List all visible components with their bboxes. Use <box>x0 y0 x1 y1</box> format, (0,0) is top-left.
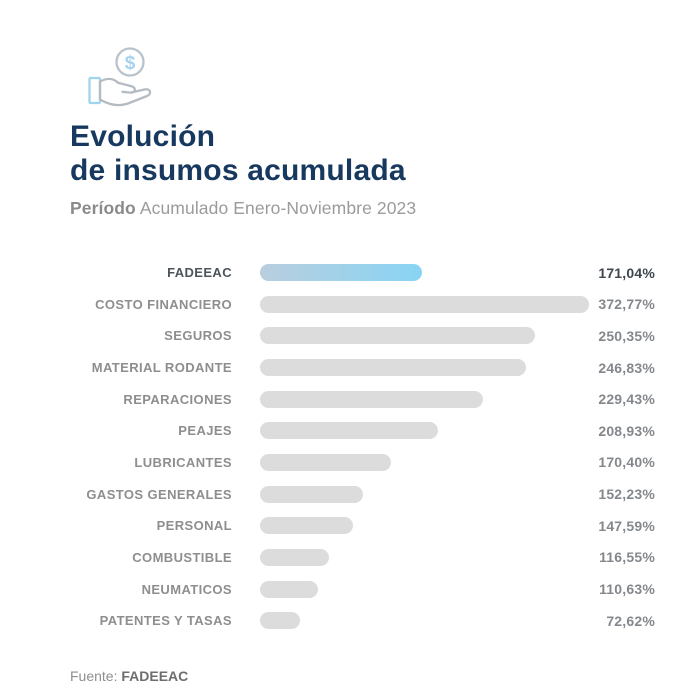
bar-label: GASTOS GENERALES <box>86 486 232 502</box>
bar-label: PATENTES Y TASAS <box>99 613 232 629</box>
period-subtitle: Período Acumulado Enero-Noviembre 2023 <box>70 198 630 219</box>
bar <box>260 580 318 598</box>
chart-row: REPARACIONES 229,43% <box>70 383 655 415</box>
bar-track <box>260 359 590 377</box>
bar <box>260 453 391 471</box>
bar-value: 372,77% <box>598 296 655 313</box>
dollar-coin-circle <box>115 47 145 77</box>
bar <box>260 264 422 282</box>
bar-label: MATERIAL RODANTE <box>91 360 232 376</box>
bar-label: FADEEAC <box>167 265 232 281</box>
bar-value: 116,55% <box>599 549 655 566</box>
bar <box>260 295 589 313</box>
bar <box>260 390 483 408</box>
page-title: Evolución de insumos acumulada <box>70 120 630 188</box>
bar <box>260 517 353 535</box>
title-line-2: de insumos acumulada <box>70 153 406 187</box>
chart-row: PEAJES 208,93% <box>70 415 655 447</box>
source-footer: Fuente: FADEEAC <box>70 668 188 684</box>
bar-value: 147,59% <box>598 517 655 534</box>
chart-row: FADEEAC 171,04% <box>70 257 655 289</box>
chart-row: GASTOS GENERALES 152,23% <box>70 478 655 510</box>
sleeve-cuff <box>88 76 102 105</box>
bar-label: COMBUSTIBLE <box>132 549 232 565</box>
bar <box>260 548 329 566</box>
bar-value: 72,62% <box>606 612 655 629</box>
bar-label: NEUMATICOS <box>141 581 232 597</box>
period-value: Acumulado Enero-Noviembre 2023 <box>135 197 417 218</box>
bar-track <box>260 580 590 598</box>
bar-label: COSTO FINANCIERO <box>95 296 232 312</box>
bar-value: 152,23% <box>598 486 655 503</box>
chart-row: NEUMATICOS 110,63% <box>70 573 655 605</box>
chart-row: PATENTES Y TASAS 72,62% <box>70 605 655 637</box>
bar-value: 250,35% <box>598 327 655 344</box>
chart-row: SEGUROS 250,35% <box>70 320 655 352</box>
chart-row: LUBRICANTES 170,40% <box>70 447 655 479</box>
title-line-1: Evolución <box>70 120 216 153</box>
bar-track <box>260 612 590 630</box>
bar-track <box>260 422 590 440</box>
bar-value: 229,43% <box>598 391 655 408</box>
source-name: FADEEAC <box>121 668 189 684</box>
bar <box>260 485 363 503</box>
bar-value: 170,40% <box>598 454 655 471</box>
bar <box>260 612 300 630</box>
chart-row: PERSONAL 147,59% <box>70 510 655 542</box>
bar-value: 246,83% <box>598 359 655 376</box>
bar-label: REPARACIONES <box>123 391 232 407</box>
hand-holding-dollar-coin-icon: $ <box>86 46 156 112</box>
chart-row: COMBUSTIBLE 116,55% <box>70 542 655 574</box>
bar-chart: FADEEAC 171,04% COSTO FINANCIERO 372,77%… <box>70 257 655 637</box>
bar-value: 208,93% <box>598 422 655 439</box>
bar-track <box>260 517 590 535</box>
bar-label: PERSONAL <box>156 518 232 534</box>
period-label: Período <box>70 197 136 218</box>
chart-row: MATERIAL RODANTE 246,83% <box>70 352 655 384</box>
chart-row: COSTO FINANCIERO 372,77% <box>70 288 655 320</box>
bar-track <box>260 453 590 471</box>
bar-label: SEGUROS <box>164 328 232 344</box>
bar-track <box>260 485 590 503</box>
bar-track <box>260 327 590 345</box>
open-hand <box>98 77 152 107</box>
bar-label: LUBRICANTES <box>134 454 232 470</box>
dollar-sign: $ <box>125 53 136 74</box>
bar-track <box>260 548 590 566</box>
bar-track <box>260 390 590 408</box>
header: $ Evolución de insumos acumulada Período … <box>0 0 700 219</box>
bar <box>260 422 438 440</box>
bar-track <box>260 295 590 313</box>
bar <box>260 327 535 345</box>
bar <box>260 359 526 377</box>
bar-label: PEAJES <box>178 423 232 439</box>
bar-value: 171,04% <box>598 264 655 281</box>
bar-track <box>260 264 590 282</box>
bar-value: 110,63% <box>599 581 655 597</box>
source-prefix: Fuente: <box>70 668 122 684</box>
